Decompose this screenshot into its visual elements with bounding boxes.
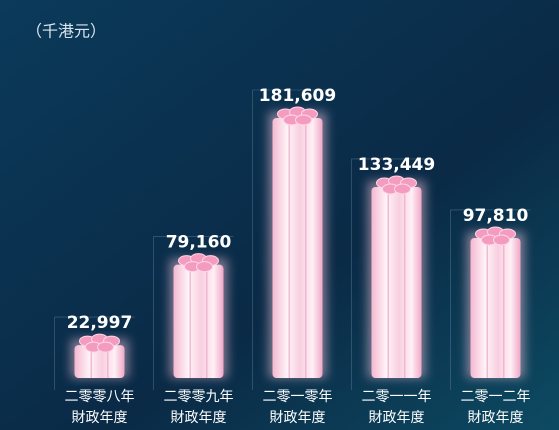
x-tick-label: 財政年度 [468,410,524,426]
x-tick-label: 二零一一年 [362,389,432,405]
x-tick-label: 二零零八年 [65,389,135,405]
bar-cap [98,342,114,352]
bar [372,187,422,378]
bar [471,238,521,378]
x-tick-label: 二零一二年 [461,389,531,405]
value-label: 97,810 [463,206,529,226]
x-tick-label: 財政年度 [369,410,425,426]
unit-label: （千港元） [26,22,106,41]
bar-cap [197,262,213,272]
bar [273,118,323,378]
x-tick-label: 財政年度 [270,410,326,426]
bar-cap [494,235,510,245]
bar-cap [296,115,312,125]
value-label: 133,449 [358,155,435,175]
value-label: 181,609 [259,86,336,106]
bar [174,265,224,378]
x-tick-label: 財政年度 [72,410,128,426]
chart: （千港元） 22,997 二零零八年財政年度 79,160 二零零九年財政年度 181,… [0,0,559,430]
value-label: 22,997 [67,313,133,333]
x-tick-label: 二零零九年 [164,389,234,405]
bar-cap [395,184,411,194]
x-tick-label: 二零一零年 [263,389,333,405]
x-tick-label: 財政年度 [171,410,227,426]
value-label: 79,160 [166,233,232,253]
